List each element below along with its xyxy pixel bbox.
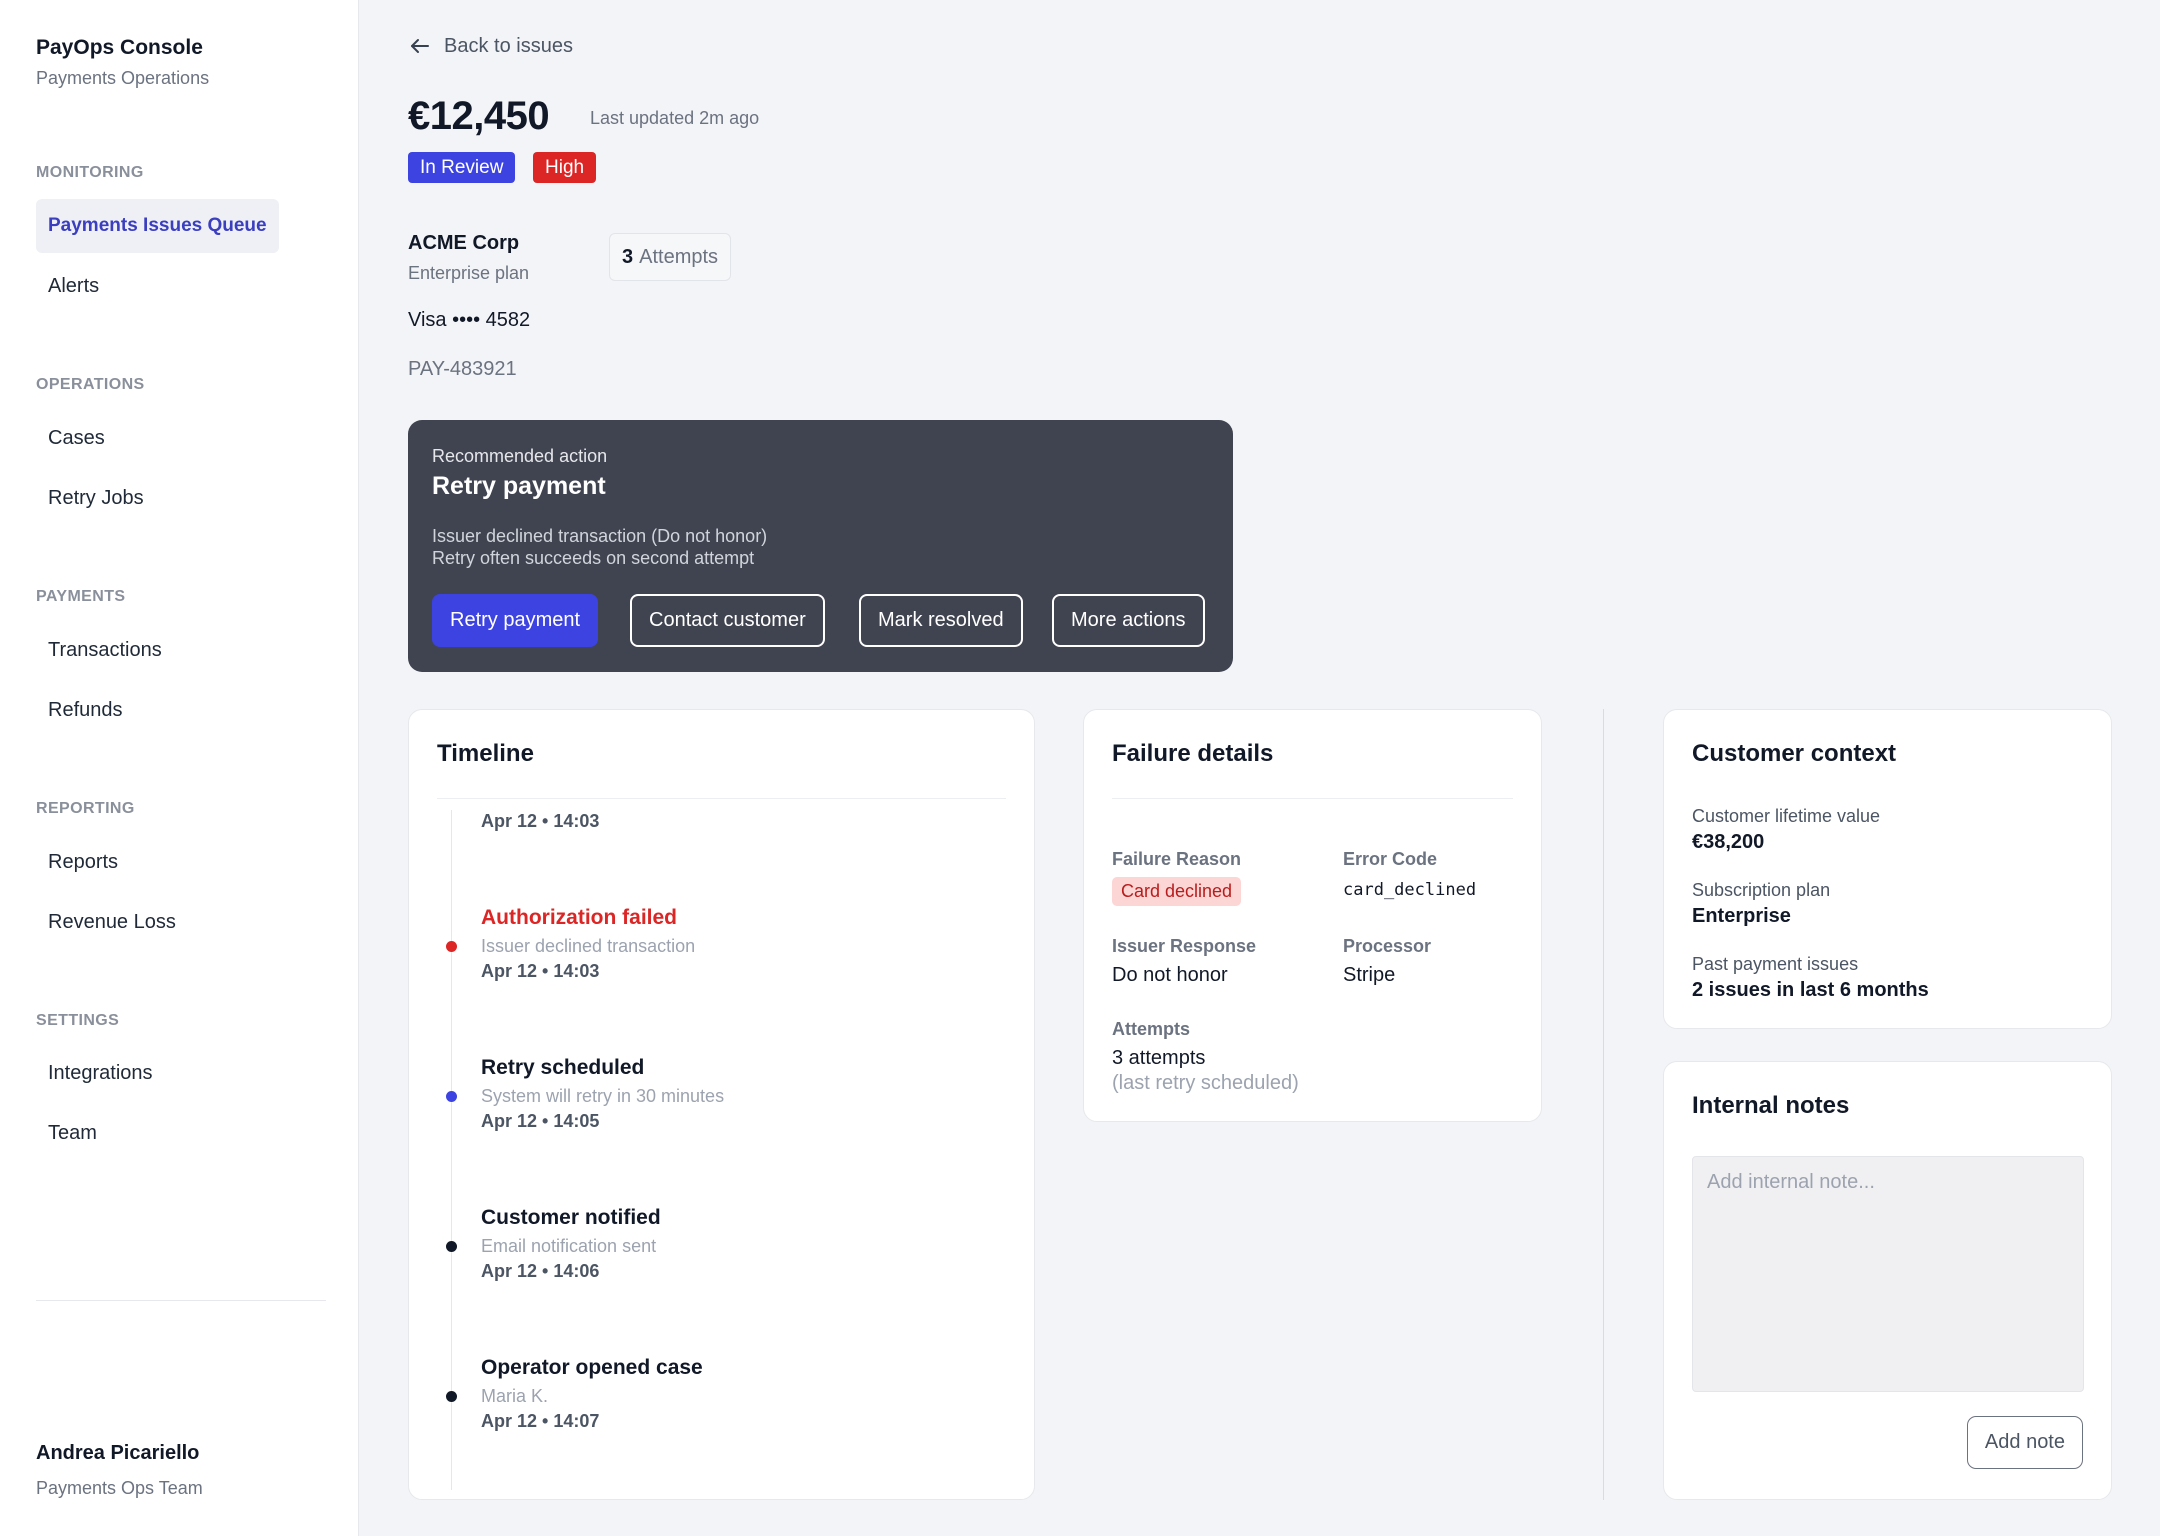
sidebar-item-transactions[interactable]: Transactions (48, 639, 162, 661)
failure-details-divider (1112, 798, 1513, 799)
attempts-detail-note: (last retry scheduled) (1112, 1072, 1299, 1094)
attempts-count: 3 (622, 246, 634, 268)
failure-reason-badge: Card declined (1112, 877, 1242, 906)
recommended-kicker: Recommended action (432, 446, 608, 466)
brand-subtitle: Payments Operations (36, 68, 210, 88)
timeline-line (451, 810, 452, 1490)
timeline-dot-scheduled (446, 1091, 457, 1102)
sidebar-item-refunds[interactable]: Refunds (48, 699, 123, 721)
attempts-detail-value: 3 attempts (1112, 1047, 1206, 1069)
processor-label: Processor (1343, 936, 1432, 956)
timeline-event-subtitle: Maria K. (481, 1386, 549, 1406)
timeline-event-title: Customer notified (481, 1206, 661, 1229)
timeline-cut-off-time: Apr 12 • 14:03 (481, 811, 600, 831)
sidebar-item-alerts[interactable]: Alerts (48, 275, 100, 297)
timeline-event-title: Operator opened case (481, 1356, 703, 1379)
customer-plan: Enterprise plan (408, 263, 530, 283)
failure-reason-label: Failure Reason (1112, 849, 1242, 869)
user-team: Payments Ops Team (36, 1478, 203, 1498)
nav-section-settings: SETTINGS (36, 1012, 120, 1029)
timeline-event-time: Apr 12 • 14:07 (481, 1411, 600, 1431)
timeline-event-title: Authorization failed (481, 906, 677, 929)
sidebar-item-team[interactable]: Team (48, 1122, 97, 1144)
past-issues-value: 2 issues in last 6 months (1692, 979, 1929, 1001)
timeline-event-subtitle: System will retry in 30 minutes (481, 1086, 725, 1106)
recommended-title: Retry payment (432, 472, 606, 500)
error-code-value: card_declined (1343, 880, 1477, 900)
contact-customer-button[interactable]: Contact customer (630, 594, 825, 647)
attempts-label: Attempts (639, 246, 719, 268)
back-to-issues-link[interactable]: Back to issues (408, 34, 573, 58)
recommended-description-2: Retry often succeeds on second attempt (432, 548, 755, 568)
add-note-button[interactable]: Add note (1966, 1416, 2083, 1469)
recommended-description-1: Issuer declined transaction (Do not hono… (432, 526, 768, 546)
sidebar-item-integrations[interactable]: Integrations (48, 1062, 153, 1084)
timeline-event-subtitle: Issuer declined transaction (481, 936, 696, 956)
failure-details-title: Failure details (1112, 740, 1274, 767)
brand-title: PayOps Console (36, 36, 203, 59)
subscription-plan-label: Subscription plan (1692, 880, 1831, 900)
sidebar-item-reports[interactable]: Reports (48, 851, 119, 873)
sidebar-item-revenue-loss[interactable]: Revenue Loss (48, 911, 176, 933)
customer-context-card: Customer context Customer lifetime value… (1663, 709, 2112, 1029)
nav-section-payments: PAYMENTS (36, 588, 126, 605)
timeline-divider (437, 798, 1006, 799)
issuer-response-label: Issuer Response (1112, 936, 1257, 956)
card-info: Visa •••• 4582 (408, 309, 531, 331)
payment-id: PAY-483921 (408, 358, 517, 380)
sidebar-divider (36, 1300, 326, 1301)
timeline-dot-failed (446, 941, 457, 952)
attempts-chip: 3 Attempts (609, 233, 732, 281)
priority-badge: High (533, 152, 597, 183)
nav-section-operations: OPERATIONS (36, 376, 145, 393)
recommended-action-panel: Recommended action Retry payment Issuer … (408, 420, 1233, 672)
timeline-card: Timeline Apr 12 • 14:03 Authorization fa… (408, 709, 1035, 1500)
lifetime-value: €38,200 (1692, 831, 1765, 853)
timeline-title: Timeline (437, 740, 534, 767)
timeline-event-time: Apr 12 • 14:03 (481, 961, 600, 981)
timeline-event-title: Retry scheduled (481, 1056, 645, 1079)
timeline-event-subtitle: Email notification sent (481, 1236, 657, 1256)
back-link-label: Back to issues (444, 34, 573, 57)
past-issues-label: Past payment issues (1692, 954, 1859, 974)
sidebar-item-retry-jobs[interactable]: Retry Jobs (48, 487, 144, 509)
more-actions-button[interactable]: More actions (1052, 594, 1205, 647)
customer-context-title: Customer context (1692, 740, 1897, 767)
timeline-dot (446, 1391, 457, 1402)
processor-value: Stripe (1343, 964, 1396, 986)
status-badge: In Review (408, 152, 516, 183)
failure-details-card: Failure details Failure Reason Card decl… (1083, 709, 1542, 1122)
nav-section-reporting: REPORTING (36, 800, 135, 817)
internal-notes-title: Internal notes (1692, 1092, 1850, 1119)
user-name: Andrea Picariello (36, 1442, 200, 1464)
sidebar: PayOps Console Payments Operations MONIT… (0, 0, 359, 1536)
subscription-plan-value: Enterprise (1692, 905, 1791, 927)
timeline-event-time: Apr 12 • 14:06 (481, 1261, 600, 1281)
timeline-dot (446, 1241, 457, 1252)
timeline-event-time: Apr 12 • 14:05 (481, 1111, 600, 1131)
arrow-left-icon (411, 39, 429, 53)
attempts-detail-label: Attempts (1112, 1019, 1191, 1039)
retry-payment-button[interactable]: Retry payment (432, 594, 599, 647)
error-code-label: Error Code (1343, 849, 1438, 869)
issuer-response-value: Do not honor (1112, 964, 1228, 986)
column-divider (1603, 709, 1604, 1500)
last-updated: Last updated 2m ago (590, 108, 760, 128)
customer-name: ACME Corp (408, 232, 520, 254)
sidebar-item-cases[interactable]: Cases (48, 427, 105, 449)
payment-amount: €12,450 (408, 94, 550, 138)
lifetime-value-label: Customer lifetime value (1692, 806, 1881, 826)
sidebar-item-payments-issues-queue[interactable]: Payments Issues Queue (36, 199, 279, 253)
internal-notes-card: Internal notes Add note (1663, 1061, 2112, 1500)
internal-note-input[interactable] (1692, 1156, 2084, 1392)
mark-resolved-button[interactable]: Mark resolved (859, 594, 1023, 647)
nav-section-monitoring: MONITORING (36, 164, 144, 181)
